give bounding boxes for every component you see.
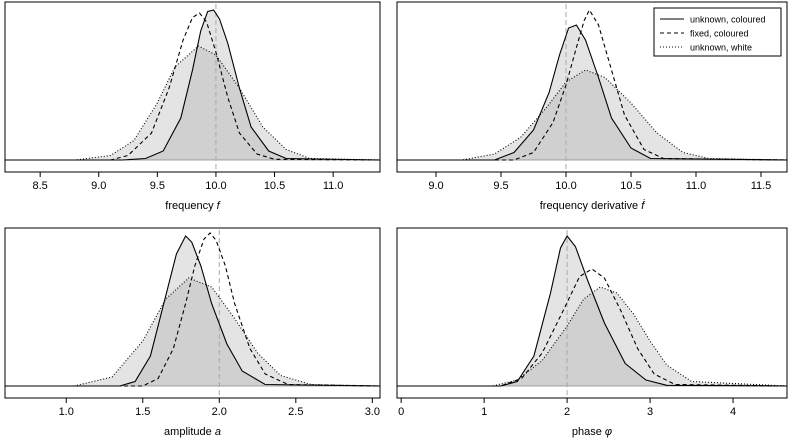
- x-axis-symbol: f: [217, 200, 221, 212]
- x-tick-label-amplitude: 1.5: [135, 406, 150, 418]
- x-axis-label-text: frequency: [165, 200, 216, 212]
- series-dashed-phase: [397, 268, 788, 387]
- series-dotted-frequency: [5, 45, 381, 161]
- x-tick-label-amplitude: 2.0: [212, 406, 227, 418]
- series-solid-amplitude: [5, 235, 381, 387]
- series-solid-frequency-derivative: [397, 24, 788, 161]
- x-tick-label-frequency: 9.0: [91, 180, 106, 192]
- x-tick-label-amplitude: 2.5: [288, 406, 303, 418]
- x-axis-label-text: frequency derivative: [540, 200, 642, 212]
- x-tick-label-frequency: 11.0: [323, 180, 344, 192]
- legend-label-dashed: fixed, coloured: [690, 29, 749, 39]
- series-solid-phase: [397, 235, 788, 387]
- x-tick-label-frequency-derivative: 10.0: [555, 180, 576, 192]
- legend-box: [653, 7, 782, 57]
- x-axis-symbol: a: [215, 426, 221, 438]
- series-dashed-frequency: [5, 12, 381, 161]
- x-axis-symbol: ḟ: [641, 199, 645, 212]
- x-tick-label-phase: 3: [647, 406, 653, 418]
- x-tick-label-frequency: 9.5: [150, 180, 165, 192]
- panel-frequency: 8.5 9.0 9.5 10.0 10.5 11.0 frequency f: [4, 1, 381, 212]
- panel-frequency-derivative: 9.0 9.5 10.0 10.5 11.0 11.5 frequency derivati…: [396, 1, 788, 212]
- legend: unknown, coloured fixed, coloured unknown,…: [653, 7, 782, 57]
- x-tick-label-amplitude: 1.0: [59, 406, 74, 418]
- overlap-fill-phase: [397, 293, 787, 386]
- overlap-fill-frequency-derivative: [397, 70, 787, 160]
- x-tick-label-frequency-derivative: 9.0: [428, 180, 443, 192]
- x-tick-label-phase: 1: [481, 406, 487, 418]
- x-tick-label-frequency-derivative: 11.0: [686, 180, 707, 192]
- plot-frame-phase: [396, 227, 788, 399]
- x-tick-label-phase: 4: [730, 406, 736, 418]
- x-tick-label-phase: 2: [564, 406, 570, 418]
- overlap-fill-frequency: [5, 46, 380, 160]
- x-tick-label-frequency: 8.5: [33, 180, 48, 192]
- overlap-fill-amplitude: [5, 278, 380, 386]
- plot-frame-frequency: [4, 1, 381, 173]
- legend-label-solid: unknown, coloured: [690, 15, 766, 25]
- x-tick-label-frequency-derivative: 10.5: [620, 180, 641, 192]
- x-tick-label-frequency-derivative: 9.5: [493, 180, 508, 192]
- legend-label-dotted: unknown, white: [690, 43, 752, 53]
- series-dashed-amplitude: [5, 232, 381, 387]
- x-axis-label-phase: phase φ: [572, 426, 612, 438]
- plot-frame-amplitude: [4, 227, 381, 399]
- x-axis-symbol: φ: [605, 426, 612, 438]
- x-axis-label-frequency: frequency f: [165, 200, 220, 212]
- series-solid-frequency: [5, 9, 381, 161]
- series-dashed-frequency-derivative: [397, 8, 788, 161]
- x-axis-label-amplitude: amplitude a: [164, 426, 221, 438]
- x-tick-label-frequency-derivative: 11.5: [751, 180, 772, 192]
- plot-frame-frequency-derivative: [396, 1, 788, 173]
- x-tick-label-frequency: 10.0: [205, 180, 226, 192]
- x-tick-label-amplitude: 3.0: [365, 406, 380, 418]
- x-axis-label-frequency-derivative: frequency derivative ḟ: [540, 199, 646, 212]
- x-tick-label-phase: 0: [398, 406, 404, 418]
- series-dotted-amplitude: [5, 277, 381, 387]
- x-tick-label-frequency: 10.5: [264, 180, 285, 192]
- x-axis-label-text: amplitude: [164, 426, 215, 438]
- panel-phase: 0 1 2 3 4 phase φ: [396, 227, 788, 438]
- x-axis-label-text: phase: [572, 426, 605, 438]
- panel-amplitude: 1.0 1.5 2.0 2.5 3.0 amplitude a: [4, 227, 381, 438]
